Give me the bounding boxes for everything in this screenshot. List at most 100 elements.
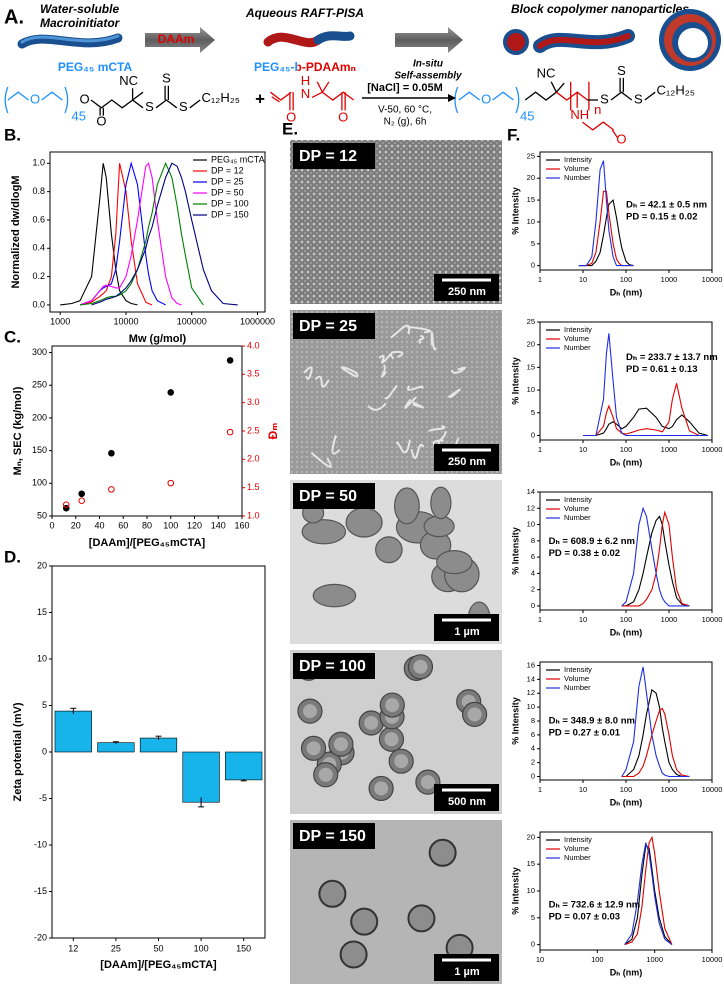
worm [447,388,461,399]
x-tick-label: 10 [536,955,544,964]
panel-label: A. [4,6,24,28]
step-label: Macroinitiator [40,16,121,30]
x-tick-label: 10 [579,275,587,284]
structures: O 45 O O NC S S S C₁₂H₂₅ + O [4,63,695,147]
legend-label: Intensity [564,665,592,674]
label-box [293,143,375,169]
sphere [503,29,529,55]
bar [182,751,220,803]
x-tick-label: 100 [194,943,209,953]
annotation: PD = 0.61 ± 0.13 [626,364,698,375]
y-axis-label: % Intensity [510,187,520,235]
micrograph-label: DP = 12 [299,148,357,165]
scheme: A. Water-soluble Macroinitiator DAAm Aqu… [4,2,721,147]
bar [139,737,178,753]
annotation: PD = 0.07 ± 0.03 [549,912,621,923]
worm [390,324,411,339]
block-shape [263,32,323,48]
y-tick-label: 0.8 [32,186,45,196]
label-box [293,823,375,849]
series-line [621,707,690,778]
x-tick-label: 50 [153,943,163,953]
x-tick-label: 140 [211,520,226,530]
series-line [79,162,182,306]
x-tick-label: 1000 [50,316,70,326]
legend-label: Number [564,343,591,352]
annotation: Dₕ = 732.6 ± 12.9 nm [549,900,641,911]
x-axis-label: Dₕ (nm) [610,627,643,637]
y-axis-label: Normalized dw/dlogM [10,175,22,288]
x-axis-label: Dₕ (nm) [610,967,643,977]
y-tick-label: 250 [32,380,47,390]
vesicle-inner [467,707,482,722]
x-tick-label: 1 [538,275,542,284]
y-tick-label: 4 [531,744,535,753]
worm [450,366,466,374]
macroinitiator-highlight [20,34,120,44]
atom: NC [537,65,556,80]
y-tick-label: 15 [527,859,535,868]
x-axis-label: Dₕ (nm) [610,457,643,467]
atom: S [179,99,188,114]
y-tick-label: 15 [527,195,535,204]
scatter-point [78,497,85,505]
micrograph: DP = 25 250 nm [290,310,502,474]
annotation: PD = 0.27 ± 0.01 [549,728,621,739]
y-tick-label: -20 [34,932,47,942]
x-tick-label: 100000 [177,316,207,326]
series-line [60,163,138,306]
atom: O [481,91,491,106]
micrograph: DP = 150 1 µm [290,820,502,984]
y2-axis-label: Đₘ [266,423,280,440]
x-tick-label: 1000 [661,785,678,794]
x-tick-label: 12 [68,943,78,953]
vesicle-inner [306,741,321,756]
atom: S [634,91,643,106]
x-tick-label: 10 [579,615,587,624]
x-tick-label: 100 [591,955,604,964]
legend-label: Number [564,853,591,862]
plus: + [255,89,265,108]
legend-label: DP = 150 [211,209,249,219]
series-line [578,198,634,267]
error-bar [198,797,205,808]
x-tick-label: 1 [538,615,542,624]
atom: O [338,110,348,125]
y-tick-label: 5 [531,239,535,248]
y-tick-label: 0.4 [32,243,45,253]
scatter-point [78,490,85,498]
atom: H [301,73,310,88]
series-line [91,162,238,306]
scale-label: 1 µm [454,626,480,638]
lamella [375,536,403,564]
y-tick-label: 20 [527,340,535,349]
vesicle-inner [364,715,379,730]
y-tick-label: 15 [37,607,47,617]
worm [411,400,425,409]
y-tick-label: 8 [531,716,535,725]
y-tick-label: 20 [37,560,47,570]
y-tick-label: 25 [527,151,535,160]
x-tick-label: 10000 [702,955,723,964]
series-line [79,161,204,306]
micrograph: DP = 100 500 nm [290,650,502,814]
atom: N [301,86,310,101]
x-tick-label: 10000 [702,445,723,454]
x-tick-label: 10000 [702,615,723,624]
atom: n [594,102,601,117]
sphere-particle [318,879,347,908]
micrograph: DP = 50 1 µm [290,480,502,644]
error-bar [112,741,119,744]
vesicle-inner [384,732,399,747]
condition: [NaCl] = 0.05M [367,82,443,94]
x-tick-label: 1000 [646,955,663,964]
y-tick-label: 14 [527,487,535,496]
x-tick-label: 100 [620,445,633,454]
x-axis-label: Dₕ (nm) [610,287,643,297]
x-tick-label: 10000 [113,316,138,326]
atom: O [616,132,626,147]
scale-label: 250 nm [448,456,486,468]
y-tick-label: 14 [527,674,535,683]
worm [407,385,424,391]
